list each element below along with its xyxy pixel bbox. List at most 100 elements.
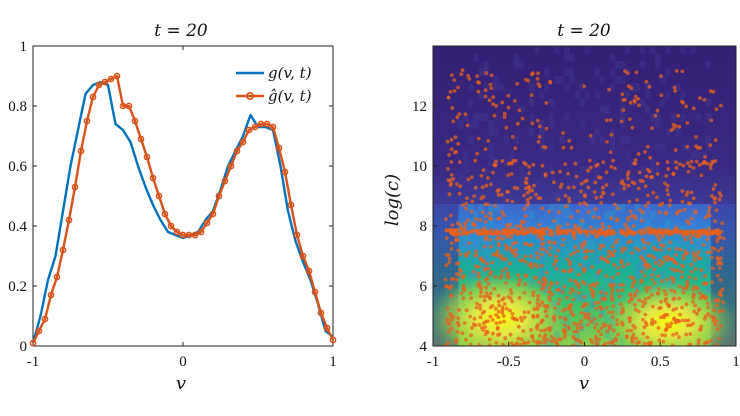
scatter-point <box>705 250 710 255</box>
scatter-point <box>488 272 492 276</box>
scatter-point <box>574 174 579 179</box>
series-marker <box>281 168 289 176</box>
heatmap-cell <box>438 248 444 257</box>
scatter-point <box>445 317 450 322</box>
scatter-point <box>522 315 527 320</box>
scatter-point <box>575 329 580 334</box>
scatter-point <box>504 125 509 130</box>
scatter-point <box>474 249 479 254</box>
scatter-point <box>457 112 462 116</box>
scatter-point <box>554 266 559 271</box>
scatter-point <box>615 266 620 270</box>
scatter-point <box>504 281 508 285</box>
scatter-point <box>590 265 595 269</box>
scatter-point <box>444 284 448 289</box>
scatter-point <box>478 217 483 222</box>
scatter-point <box>504 266 509 271</box>
series-marker <box>59 246 67 254</box>
scatter-point <box>450 223 455 228</box>
scatter-point <box>517 296 522 300</box>
scatter-point <box>509 341 514 345</box>
scatter-point <box>599 326 604 330</box>
scatter-point <box>449 213 453 218</box>
scatter-point <box>508 332 513 337</box>
scatter-point <box>448 178 453 183</box>
scatter-point <box>697 307 702 311</box>
heatmap-cell <box>443 203 449 212</box>
scatter-point <box>534 192 538 197</box>
scatter-point <box>482 244 487 249</box>
heatmap-cell <box>710 248 716 257</box>
scatter-point <box>720 221 725 226</box>
scatter-point <box>553 241 557 245</box>
scatter-point <box>608 118 613 122</box>
scatter-point <box>535 118 540 123</box>
scatter-point <box>481 168 486 173</box>
scatter-point <box>615 318 620 322</box>
heatmap-cell <box>725 233 732 242</box>
series-marker <box>71 183 79 191</box>
scatter-point <box>451 119 456 124</box>
left-y-tick-label: 1 <box>20 39 28 55</box>
scatter-point <box>705 301 710 306</box>
scatter-point <box>630 340 635 344</box>
heatmap-cell <box>650 241 656 249</box>
scatter-point <box>527 164 531 169</box>
scatter-point <box>702 341 707 346</box>
scatter-point <box>513 248 518 252</box>
scatter-point <box>542 328 547 333</box>
scatter-point <box>630 297 634 301</box>
scatter-point <box>547 240 552 245</box>
scatter-point <box>712 196 717 201</box>
scatter-point <box>697 229 702 233</box>
scatter-point <box>498 320 502 325</box>
scatter-point <box>494 321 499 325</box>
scatter-point <box>670 343 675 346</box>
right-panel: t = 20 4 6 8 10 12 -1 -0.5 0 0.5 1 log(c) v <box>382 21 740 394</box>
scatter-point <box>713 229 717 233</box>
scatter-point <box>630 335 635 340</box>
scatter-point <box>610 315 615 319</box>
scatter-point <box>572 250 577 255</box>
scatter-point <box>494 104 499 108</box>
heatmap-cell <box>665 263 671 272</box>
scatter-point <box>620 322 625 327</box>
scatter-point <box>689 240 694 245</box>
heatmap-cell <box>660 271 666 279</box>
scatter-point <box>502 296 506 301</box>
scatter-point <box>710 255 714 260</box>
scatter-point <box>449 173 454 177</box>
scatter-point <box>628 293 633 298</box>
series-marker <box>83 117 91 125</box>
scatter-point <box>494 340 499 345</box>
scatter-point <box>621 98 626 102</box>
scatter-point <box>476 89 481 94</box>
scatter-point <box>449 147 454 152</box>
scatter-point <box>714 107 719 112</box>
scatter-point <box>596 329 601 334</box>
scatter-point <box>478 294 483 298</box>
scatter-point <box>449 246 454 251</box>
scatter-point <box>502 319 506 324</box>
scatter-point <box>609 293 614 298</box>
right-x-tick-label: 0.5 <box>651 354 670 370</box>
heatmap-cell <box>635 203 641 212</box>
scatter-point <box>629 86 634 90</box>
scatter-point <box>552 318 557 323</box>
scatter-point <box>539 328 543 333</box>
heatmap-cell <box>619 203 626 212</box>
scatter-point <box>590 230 595 235</box>
scatter-point <box>517 280 522 285</box>
scatter-point <box>474 264 478 269</box>
scatter-point <box>540 318 545 323</box>
scatter-point <box>665 160 670 164</box>
heatmap-cell <box>720 211 727 219</box>
series-marker <box>233 147 241 155</box>
scatter-point <box>605 329 610 334</box>
scatter-point <box>496 299 501 304</box>
scatter-point <box>468 291 473 296</box>
heatmap-cell <box>645 203 651 212</box>
scatter-point <box>449 293 454 298</box>
scatter-point <box>628 275 633 279</box>
